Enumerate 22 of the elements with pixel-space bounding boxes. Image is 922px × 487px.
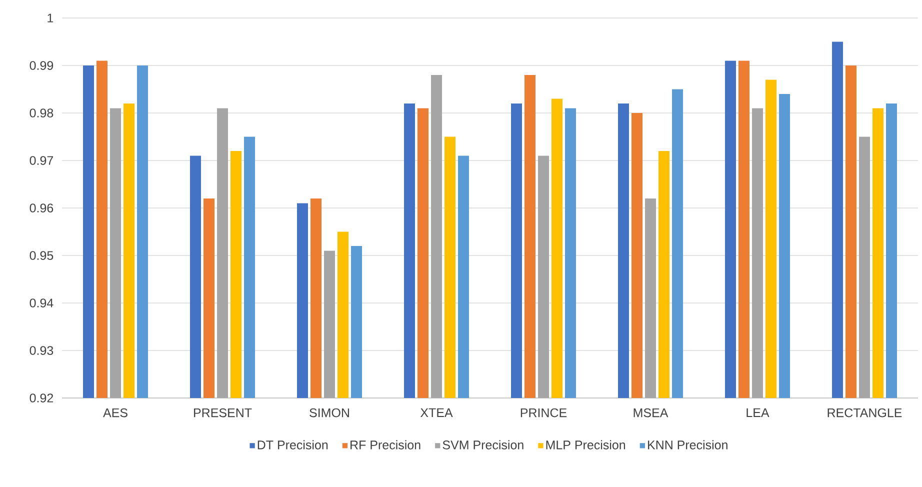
y-tick-label: 1 xyxy=(48,14,54,22)
x-tick-label: AES xyxy=(103,408,128,418)
legend-label: DT Precision xyxy=(258,440,328,450)
y-tick-label: 0.99 xyxy=(30,61,54,70)
legend-label: KNN Precision xyxy=(648,440,728,450)
x-tick-label: MSEA xyxy=(634,408,668,418)
y-tick-label: 0.96 xyxy=(30,204,54,212)
y-tick-label: 0.94 xyxy=(30,298,54,308)
y-tick-label: 0.93 xyxy=(30,346,54,355)
legend-label: SVM Precision xyxy=(442,440,524,450)
x-tick-label: SIMON xyxy=(310,408,349,418)
x-tick-label: PRESENT xyxy=(194,408,252,418)
y-tick-label: 0.92 xyxy=(30,394,54,402)
y-tick-label: 0.95 xyxy=(30,251,54,260)
x-tick-label: RECTANGLE xyxy=(828,408,902,418)
x-tick-label: PRINCE xyxy=(520,408,567,418)
legend-label: MLP Precision xyxy=(546,440,626,450)
legend-label: RF Precision xyxy=(350,440,420,450)
y-tick-label: 0.98 xyxy=(30,108,54,118)
x-tick-label: LEA xyxy=(746,408,770,417)
y-tick-label: 0.97 xyxy=(30,156,54,165)
x-tick-label: XTEA xyxy=(420,408,453,417)
